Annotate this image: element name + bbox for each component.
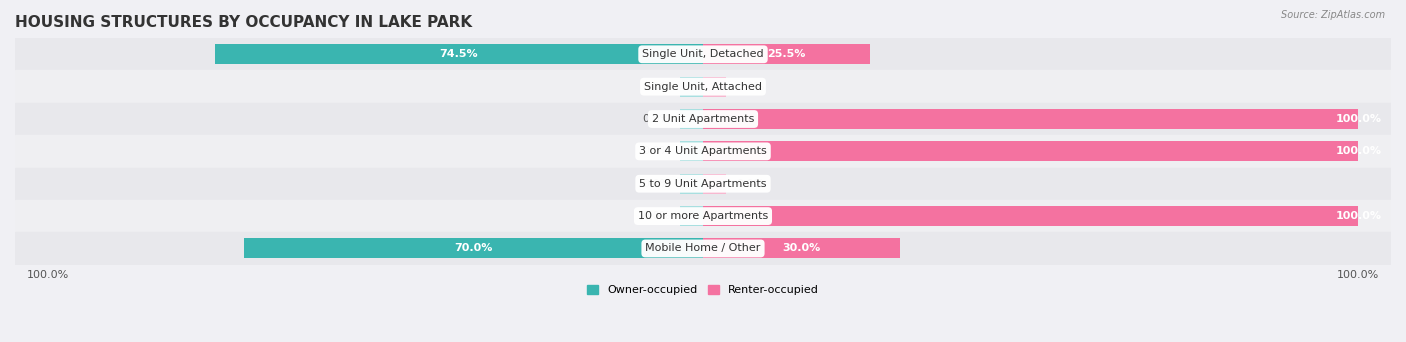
Bar: [681, 77, 703, 97]
Bar: [15, 103, 1391, 135]
Bar: [15, 232, 1391, 265]
Text: 100.0%: 100.0%: [1336, 114, 1381, 124]
Bar: [703, 141, 1358, 161]
Bar: [703, 206, 1358, 226]
Text: 0.0%: 0.0%: [643, 82, 671, 92]
Bar: [15, 200, 1391, 232]
Text: Single Unit, Detached: Single Unit, Detached: [643, 49, 763, 59]
Bar: [703, 109, 1358, 129]
Bar: [15, 38, 1391, 70]
Text: HOUSING STRUCTURES BY OCCUPANCY IN LAKE PARK: HOUSING STRUCTURES BY OCCUPANCY IN LAKE …: [15, 15, 472, 30]
Text: 30.0%: 30.0%: [782, 244, 821, 253]
Bar: [681, 109, 703, 129]
Bar: [703, 238, 900, 259]
Text: 0.0%: 0.0%: [643, 146, 671, 156]
Bar: [703, 174, 725, 194]
Bar: [703, 77, 725, 97]
Bar: [681, 206, 703, 226]
Legend: Owner-occupied, Renter-occupied: Owner-occupied, Renter-occupied: [582, 281, 824, 300]
Text: Single Unit, Attached: Single Unit, Attached: [644, 82, 762, 92]
Text: 5 to 9 Unit Apartments: 5 to 9 Unit Apartments: [640, 179, 766, 189]
Text: 0.0%: 0.0%: [735, 82, 763, 92]
Text: 74.5%: 74.5%: [440, 49, 478, 59]
Text: 0.0%: 0.0%: [643, 211, 671, 221]
Bar: [215, 44, 703, 64]
Bar: [15, 70, 1391, 103]
Text: 25.5%: 25.5%: [768, 49, 806, 59]
Bar: [703, 44, 870, 64]
Bar: [681, 141, 703, 161]
Bar: [15, 135, 1391, 168]
Text: 100.0%: 100.0%: [1336, 146, 1381, 156]
Text: 0.0%: 0.0%: [735, 179, 763, 189]
Text: 2 Unit Apartments: 2 Unit Apartments: [652, 114, 754, 124]
Text: 10 or more Apartments: 10 or more Apartments: [638, 211, 768, 221]
Bar: [681, 174, 703, 194]
Text: 0.0%: 0.0%: [643, 114, 671, 124]
Bar: [245, 238, 703, 259]
Text: 0.0%: 0.0%: [643, 179, 671, 189]
Text: 100.0%: 100.0%: [1336, 211, 1381, 221]
Text: 3 or 4 Unit Apartments: 3 or 4 Unit Apartments: [640, 146, 766, 156]
Text: Mobile Home / Other: Mobile Home / Other: [645, 244, 761, 253]
Text: Source: ZipAtlas.com: Source: ZipAtlas.com: [1281, 10, 1385, 20]
Bar: [15, 168, 1391, 200]
Text: 70.0%: 70.0%: [454, 244, 494, 253]
